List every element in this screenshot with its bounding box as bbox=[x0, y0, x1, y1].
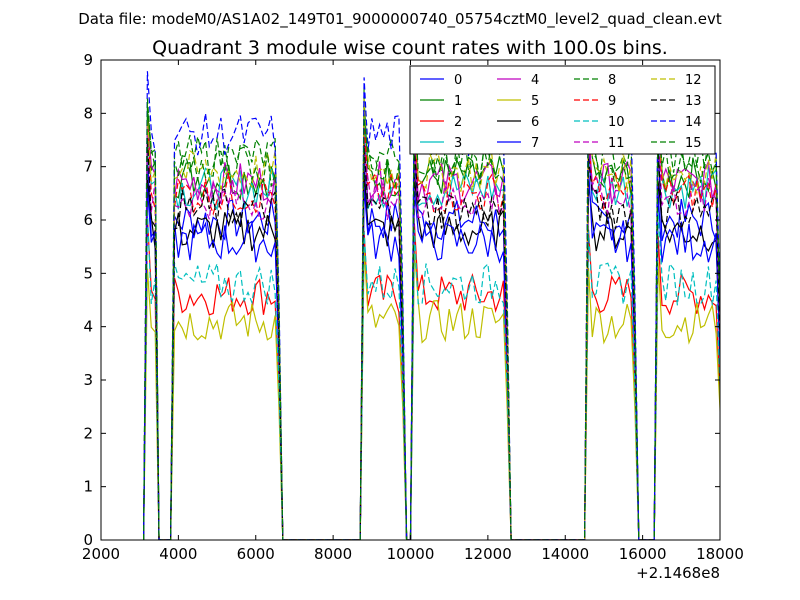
series-line-13 bbox=[143, 137, 720, 540]
legend-label-7: 7 bbox=[531, 136, 539, 151]
series-line-11 bbox=[143, 129, 720, 540]
legend-label-6: 6 bbox=[531, 115, 539, 130]
series-line-15 bbox=[143, 98, 720, 540]
y-tick-label: 5 bbox=[83, 264, 93, 282]
legend-label-5: 5 bbox=[531, 94, 539, 109]
y-tick-label: 6 bbox=[83, 211, 93, 229]
x-tick-label: 18000 bbox=[696, 545, 744, 563]
y-tick-label: 3 bbox=[83, 371, 93, 389]
legend-label-14: 14 bbox=[685, 115, 702, 130]
series-line-4 bbox=[143, 112, 720, 540]
legend-label-2: 2 bbox=[454, 115, 462, 130]
legend-label-3: 3 bbox=[454, 136, 462, 151]
x-tick-label: 2000 bbox=[82, 545, 120, 563]
x-tick-label: 12000 bbox=[464, 545, 512, 563]
legend-label-1: 1 bbox=[454, 94, 462, 109]
legend-label-15: 15 bbox=[685, 136, 702, 151]
y-tick-label: 9 bbox=[83, 51, 93, 69]
y-tick-label: 4 bbox=[83, 318, 93, 336]
series-line-6 bbox=[143, 173, 720, 540]
y-tick-label: 8 bbox=[83, 104, 93, 122]
series-line-2 bbox=[143, 217, 720, 540]
series-line-5 bbox=[143, 248, 720, 540]
axes-layer: 2000 4000 6000 8000 10000 12000 14000 16000 1800… bbox=[82, 51, 744, 563]
chart-title: Quadrant 3 module wise count rates with … bbox=[152, 37, 668, 59]
legend-label-9: 9 bbox=[608, 94, 616, 109]
x-axis-offset-label: +2.1468e8 bbox=[636, 564, 720, 582]
y-tick-label: 2 bbox=[83, 424, 93, 442]
y-tick-label: 7 bbox=[83, 158, 93, 176]
series-line-9 bbox=[143, 118, 720, 540]
x-tick-label: 4000 bbox=[159, 545, 197, 563]
x-tick-label: 6000 bbox=[237, 545, 275, 563]
x-tick-label: 8000 bbox=[314, 545, 352, 563]
y-tick-label: 0 bbox=[83, 531, 93, 549]
x-tick-label: 10000 bbox=[387, 545, 435, 563]
legend-label-10: 10 bbox=[608, 115, 625, 130]
x-tick-label: 16000 bbox=[619, 545, 667, 563]
data-file-label: Data file: modeM0/AS1A02_149T01_90000007… bbox=[78, 10, 722, 29]
legend-label-13: 13 bbox=[685, 94, 702, 109]
legend-label-8: 8 bbox=[608, 73, 616, 88]
series-line-7 bbox=[143, 167, 720, 540]
x-tick-label: 14000 bbox=[541, 545, 589, 563]
legend-label-4: 4 bbox=[531, 73, 539, 88]
y-tick-label: 1 bbox=[83, 478, 93, 496]
series-line-1 bbox=[143, 97, 720, 540]
legend-label-12: 12 bbox=[685, 73, 702, 88]
legend-label-11: 11 bbox=[608, 136, 625, 151]
legend-label-0: 0 bbox=[454, 73, 462, 88]
